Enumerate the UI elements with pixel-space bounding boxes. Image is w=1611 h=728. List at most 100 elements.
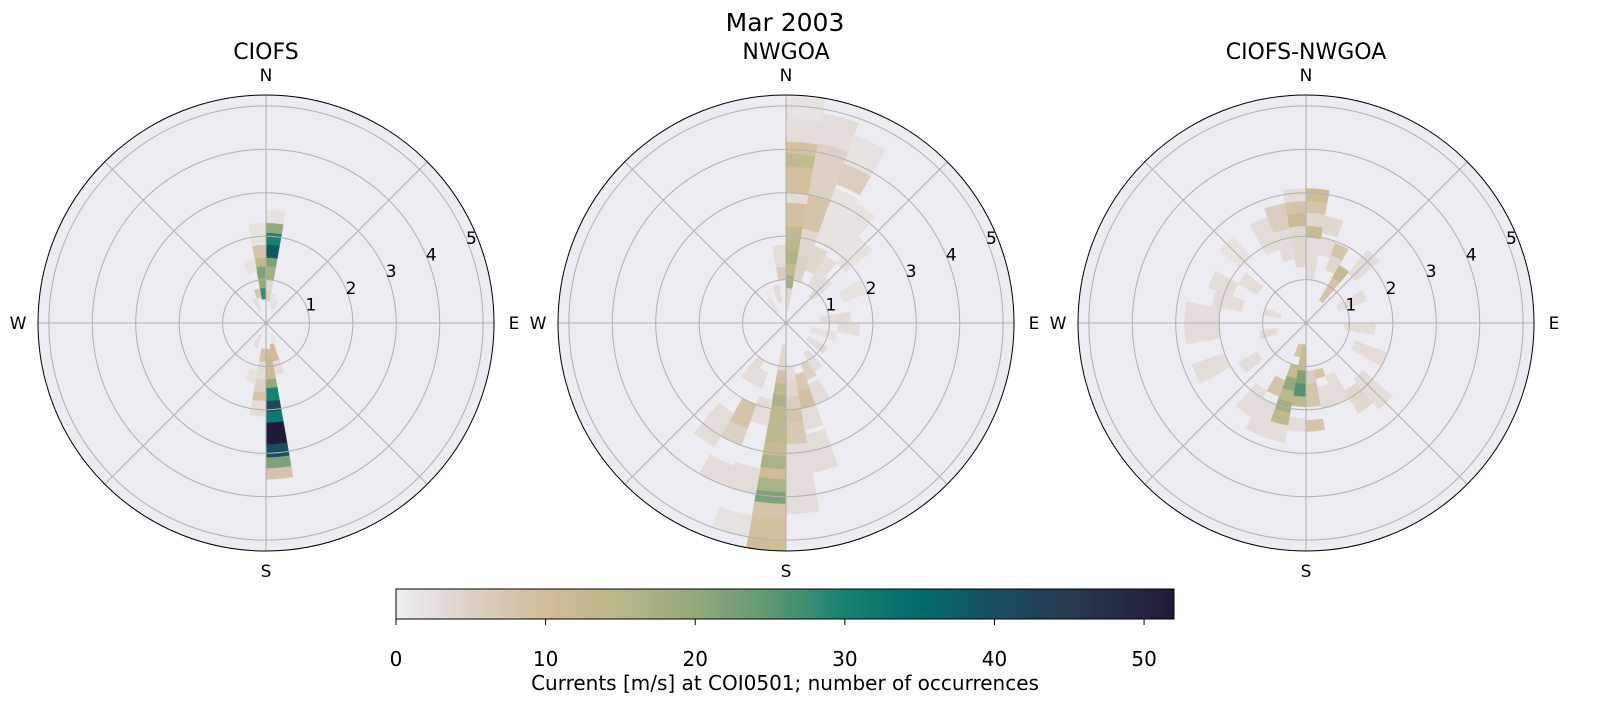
histogram-cell: [1325, 255, 1343, 275]
histogram-cell: [785, 239, 801, 252]
panel-title: CIOFS: [233, 40, 298, 65]
cardinal-label-n: N: [260, 66, 273, 86]
histogram-cell: [1335, 290, 1368, 312]
histogram-cell: [265, 209, 286, 225]
grid-spoke: [104, 322, 267, 485]
grid-spoke: [1305, 161, 1468, 324]
polar-frame: [37, 94, 495, 552]
radial-tick-label: 1: [1346, 295, 1357, 315]
histogram-cell: [265, 257, 278, 268]
colorbar-tick-label: 20: [683, 647, 708, 671]
histogram-cell: [256, 266, 267, 279]
histogram-cell: [785, 288, 793, 311]
panel-title: CIOFS-NWGOA: [1226, 40, 1387, 65]
radial-tick-label: 4: [1466, 246, 1477, 266]
histogram-cell: [762, 441, 787, 457]
histogram-cell: [785, 226, 803, 241]
colorbar-label: Currents [m/s] at COI0501; number of occ…: [531, 671, 1039, 695]
grid-spoke: [624, 322, 787, 485]
histogram-cell: [252, 334, 262, 348]
histogram-cell: [756, 476, 787, 493]
histogram-cell: [265, 421, 288, 445]
cardinal-label-n: N: [780, 66, 793, 86]
histogram-cell: [265, 455, 292, 469]
histogram-cell: [785, 97, 826, 123]
grid-spoke: [624, 161, 787, 324]
histogram-cell: [243, 258, 258, 275]
histogram-cell: [270, 334, 278, 344]
histogram-cell: [265, 232, 282, 247]
histogram-cell: [1235, 382, 1268, 418]
polar-panel-ciofs-nwgoa: CIOFS-NWGOA 1 2 3 4 5 N E S W: [1050, 40, 1560, 582]
histogram-cell: [1314, 367, 1326, 379]
colorbar-ticks: 0 10 20 30 40 50: [390, 619, 1157, 671]
histogram-cell: [772, 284, 783, 303]
colorbar-tick-label: 30: [832, 647, 857, 671]
radial-tick-label: 2: [866, 279, 877, 299]
histogram-cell: [773, 382, 787, 396]
histogram-cell: [1238, 351, 1263, 374]
cardinal-label-e: E: [1029, 314, 1040, 334]
radial-tick-label: 5: [466, 229, 477, 249]
histogram-cell: [265, 410, 284, 424]
histogram-cell: [265, 244, 280, 260]
histogram-cell: [1305, 418, 1326, 432]
histogram-cell: [805, 335, 828, 354]
colorbar-tick-label: 10: [533, 647, 558, 671]
histogram-cell: [805, 245, 828, 275]
polar-panel-ciofs: CIOFS 1 2 3 4 5 N E S W: [10, 40, 520, 582]
histogram-cell: [771, 394, 787, 407]
histogram-cell: [751, 501, 787, 519]
histogram-cell: [1305, 201, 1328, 215]
cardinal-label-w: W: [530, 314, 547, 334]
cardinal-label-e: E: [1549, 314, 1560, 334]
histogram-cell: [253, 288, 262, 299]
histogram-cell: [1286, 416, 1307, 432]
histogram-cell: [693, 402, 735, 448]
colorbar-tick-label: 40: [982, 647, 1007, 671]
histogram-cell: [1293, 343, 1303, 358]
histogram-cell: [837, 322, 860, 336]
histogram-cell: [803, 349, 823, 373]
cardinal-label-s: S: [1301, 562, 1312, 582]
grid-spoke: [1144, 322, 1307, 485]
histogram-cell: [265, 378, 278, 389]
histogram-cell: [1238, 272, 1263, 295]
histogram-cell: [1305, 212, 1326, 228]
histogram-cell: [766, 296, 780, 314]
histogram-cell: [249, 399, 267, 417]
histogram-cell: [1207, 270, 1239, 297]
histogram-cell: [270, 298, 280, 312]
cardinal-label-s: S: [261, 562, 272, 582]
cardinal-label-n: N: [1300, 66, 1313, 86]
panel-title: NWGOA: [742, 40, 829, 65]
polar-panel-nwgoa: NWGOA 1 2 3 4 5 N E S W: [530, 40, 1040, 582]
colorbar-tick-label: 0: [390, 647, 403, 671]
radial-tick-label: 1: [826, 295, 837, 315]
histogram-cell: [265, 222, 284, 235]
radial-tick-label: 2: [1386, 279, 1397, 299]
histogram-cell: [252, 391, 267, 402]
cardinal-label-w: W: [1050, 314, 1067, 334]
histogram-cell: [245, 367, 258, 384]
cardinal-label-e: E: [509, 314, 520, 334]
figure-title: Mar 2003: [726, 8, 845, 37]
histogram-cell: [1273, 228, 1295, 262]
histogram-cell: [836, 163, 871, 196]
grid-spoke: [104, 161, 267, 324]
grid-spoke: [785, 161, 948, 324]
radial-tick-label: 5: [1506, 229, 1517, 249]
histogram-cell: [785, 166, 814, 195]
histogram-cell: [268, 292, 277, 307]
radial-tick-label: 4: [426, 246, 437, 266]
histogram-cell: [1321, 215, 1344, 238]
grid-spoke: [1144, 161, 1307, 324]
colorbar: [395, 588, 1175, 620]
histogram-cell: [252, 298, 262, 312]
histogram-cell: [1291, 395, 1307, 407]
grid-spoke: [265, 322, 428, 485]
polar-frame: [1077, 94, 1535, 552]
radial-tick-label: 3: [906, 262, 917, 282]
histogram-cell: [1305, 188, 1330, 204]
